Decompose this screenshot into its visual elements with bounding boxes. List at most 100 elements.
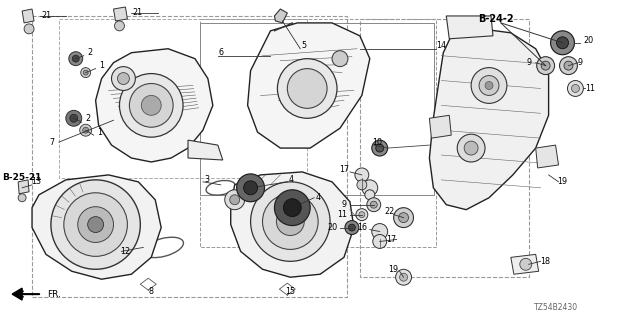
- Polygon shape: [536, 145, 559, 168]
- Circle shape: [394, 208, 413, 228]
- Polygon shape: [18, 180, 29, 194]
- Circle shape: [357, 180, 367, 190]
- Circle shape: [77, 207, 113, 243]
- Circle shape: [24, 24, 34, 34]
- Circle shape: [399, 273, 408, 281]
- Circle shape: [362, 180, 378, 196]
- Circle shape: [230, 195, 239, 205]
- Circle shape: [118, 73, 129, 84]
- Text: 11: 11: [586, 84, 595, 93]
- Text: 17: 17: [339, 165, 349, 174]
- Text: 17: 17: [387, 235, 397, 244]
- Circle shape: [83, 70, 88, 75]
- Circle shape: [485, 82, 493, 90]
- Circle shape: [356, 209, 368, 220]
- Text: B-24-2: B-24-2: [478, 14, 514, 24]
- Circle shape: [80, 124, 92, 136]
- Text: 4: 4: [316, 193, 321, 202]
- Circle shape: [376, 144, 384, 152]
- Polygon shape: [188, 140, 223, 160]
- Circle shape: [372, 224, 388, 239]
- Polygon shape: [429, 29, 548, 210]
- Circle shape: [355, 168, 369, 182]
- Circle shape: [372, 140, 388, 156]
- Circle shape: [244, 181, 257, 195]
- Circle shape: [225, 190, 244, 210]
- Circle shape: [115, 21, 124, 31]
- Text: 20: 20: [327, 223, 337, 232]
- Circle shape: [479, 76, 499, 95]
- Circle shape: [464, 141, 478, 155]
- Circle shape: [541, 61, 550, 70]
- Polygon shape: [446, 16, 493, 39]
- Text: TZ54B2430: TZ54B2430: [534, 302, 578, 312]
- Polygon shape: [275, 9, 287, 23]
- Text: 19: 19: [557, 177, 568, 186]
- Circle shape: [251, 182, 330, 261]
- Text: 1: 1: [99, 61, 104, 70]
- Circle shape: [70, 114, 77, 122]
- Circle shape: [559, 57, 577, 75]
- Text: 3: 3: [204, 175, 209, 184]
- Circle shape: [520, 258, 532, 270]
- Polygon shape: [22, 9, 34, 23]
- Text: 11: 11: [337, 210, 347, 219]
- Circle shape: [359, 212, 365, 218]
- Text: 5: 5: [301, 41, 307, 50]
- Circle shape: [64, 193, 127, 256]
- Text: 16: 16: [357, 223, 367, 232]
- Circle shape: [129, 84, 173, 127]
- Text: 21: 21: [132, 8, 143, 18]
- Polygon shape: [248, 23, 370, 148]
- Circle shape: [120, 74, 183, 137]
- Circle shape: [572, 84, 579, 92]
- Circle shape: [457, 134, 485, 162]
- Circle shape: [348, 224, 355, 231]
- Circle shape: [372, 235, 387, 248]
- Circle shape: [68, 52, 83, 66]
- Text: 7: 7: [49, 138, 54, 147]
- Ellipse shape: [195, 147, 211, 157]
- Circle shape: [367, 198, 381, 212]
- Circle shape: [284, 199, 301, 217]
- Text: 2: 2: [87, 48, 92, 57]
- Text: 6: 6: [218, 48, 223, 57]
- Circle shape: [371, 201, 377, 208]
- Circle shape: [345, 220, 359, 235]
- Text: 4: 4: [289, 175, 294, 184]
- Polygon shape: [231, 172, 354, 277]
- Circle shape: [568, 81, 584, 96]
- Circle shape: [537, 57, 555, 75]
- Circle shape: [332, 51, 348, 67]
- Polygon shape: [511, 254, 539, 274]
- Circle shape: [557, 37, 568, 49]
- Circle shape: [275, 190, 310, 226]
- Text: 22: 22: [385, 207, 395, 216]
- Text: 8: 8: [148, 287, 154, 296]
- Circle shape: [88, 217, 104, 233]
- Circle shape: [471, 68, 507, 103]
- Text: 18: 18: [541, 257, 550, 266]
- Text: 9: 9: [526, 58, 531, 67]
- Text: 21: 21: [41, 12, 51, 20]
- Circle shape: [111, 67, 135, 91]
- Text: 14: 14: [436, 41, 446, 50]
- Text: 19: 19: [388, 265, 399, 274]
- Circle shape: [141, 95, 161, 115]
- Circle shape: [287, 68, 327, 108]
- Circle shape: [365, 190, 375, 200]
- Text: B-25-21: B-25-21: [3, 173, 42, 182]
- Text: 10: 10: [372, 138, 381, 147]
- Polygon shape: [429, 115, 451, 138]
- Polygon shape: [12, 288, 22, 300]
- Text: 1: 1: [97, 128, 102, 137]
- Text: 2: 2: [85, 114, 90, 123]
- Circle shape: [66, 110, 82, 126]
- Text: 9: 9: [578, 58, 583, 67]
- Circle shape: [564, 61, 573, 70]
- Polygon shape: [95, 49, 213, 162]
- Circle shape: [83, 127, 89, 133]
- Text: 9: 9: [341, 200, 346, 209]
- Circle shape: [18, 194, 26, 202]
- Text: 15: 15: [285, 287, 296, 296]
